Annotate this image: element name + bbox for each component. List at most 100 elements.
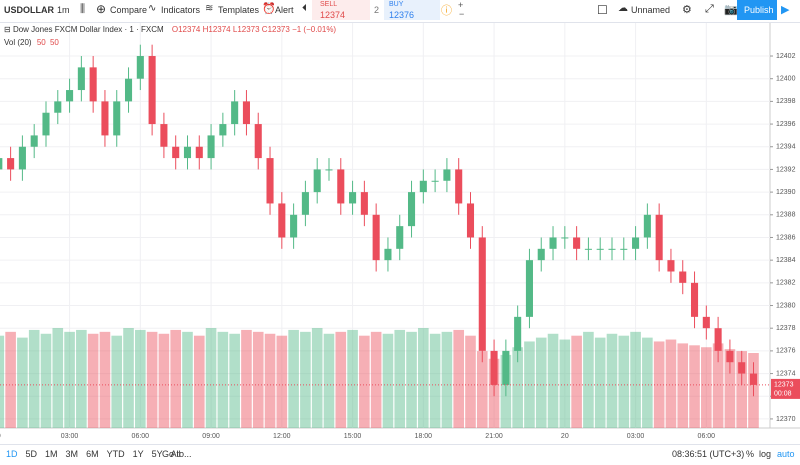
candle-body (242, 101, 250, 125)
interval[interactable]: 1m (57, 5, 70, 15)
layout-name[interactable]: Unnamed (631, 5, 671, 15)
candle-body (18, 146, 26, 170)
templates-icon: ≋ (205, 3, 214, 14)
symbol[interactable]: USDOLLAR (4, 5, 54, 15)
candle-body (749, 373, 758, 385)
buy-button[interactable]: BUY 12376 (384, 0, 440, 20)
square-icon[interactable]: ☐ (597, 3, 608, 17)
volume-bar (5, 331, 16, 428)
volume-bar (252, 331, 264, 428)
vol-a: 50 (36, 38, 46, 47)
log[interactable]: log (759, 449, 772, 459)
candle-body (183, 146, 192, 159)
volume-bar (123, 328, 134, 428)
y-tick-label: 12376 (776, 348, 796, 355)
auto[interactable]: auto (777, 449, 795, 459)
y-tick-label: 12374 (776, 370, 796, 377)
period-button[interactable]: 1D (6, 449, 18, 459)
volume-bar (689, 345, 700, 428)
candle-body (502, 350, 510, 385)
volume-bar (382, 333, 394, 428)
period-button[interactable]: YTD (106, 449, 125, 459)
volume-bar (394, 329, 406, 428)
candle-body (419, 180, 427, 193)
period-button[interactable]: All (170, 449, 181, 459)
replay-icon[interactable]: ⏴ (302, 3, 307, 14)
collapse-icon[interactable]: ⊟ (4, 25, 13, 34)
candle-body (372, 214, 380, 261)
candle-body (655, 214, 663, 261)
goto[interactable]: Go to... (162, 449, 192, 459)
last-price-box (771, 378, 800, 399)
volume-bar (217, 331, 229, 428)
settings-icon[interactable]: ⚙ (682, 4, 692, 16)
sell-price: 12374 (320, 10, 346, 20)
x-tick-label: 15:00 (344, 433, 362, 440)
snapshot-icon[interactable]: 📷 (724, 4, 738, 16)
volume-bar (76, 329, 87, 428)
sell-button[interactable]: SELL 12374 (312, 0, 370, 20)
compare[interactable]: Compare (110, 5, 148, 15)
candle-body (714, 328, 722, 351)
candle-body (643, 214, 651, 238)
volume-bar (736, 351, 748, 428)
candle-body (0, 158, 3, 170)
period-button[interactable]: 6M (86, 449, 99, 459)
candle-body (726, 350, 734, 363)
volume-bar (241, 329, 252, 428)
y-tick-label: 12388 (776, 212, 796, 219)
volume-bar (288, 329, 299, 428)
publish-button[interactable]: Publish (737, 0, 777, 20)
play-icon[interactable]: ▶ (781, 4, 790, 16)
period-button[interactable]: 5Y (151, 449, 163, 459)
volume-bar (465, 335, 476, 428)
candle-body (537, 248, 545, 261)
candle-body (160, 124, 168, 147)
y-tick-label: 12384 (776, 257, 796, 264)
last-time-label: 00:08 (774, 391, 792, 398)
period-button[interactable]: 1Y (132, 449, 144, 459)
l-value: 12373 (237, 25, 260, 34)
y-tick-label: 12392 (776, 166, 796, 173)
x-tick-label: 21:00 (485, 433, 503, 440)
candle-body (702, 316, 710, 329)
y-tick-label: 12390 (776, 189, 796, 196)
candle-body (738, 362, 746, 374)
volume-bar (512, 347, 523, 428)
period-button[interactable]: 5D (25, 449, 38, 459)
percent[interactable]: % (746, 449, 755, 459)
volume-bar (701, 347, 712, 428)
volume-bar (170, 329, 182, 428)
volume-bar (642, 337, 653, 428)
candle-body (443, 169, 451, 181)
info-icon[interactable]: ⓘ (441, 5, 452, 17)
period-button[interactable]: 1M (45, 449, 58, 459)
volume-bar (418, 328, 429, 428)
candle-body (514, 316, 522, 351)
plus-icon[interactable]: + (458, 0, 464, 10)
o-label: O (171, 25, 179, 34)
c-value: 12373 (267, 25, 290, 34)
fullscreen-icon[interactable]: ⤢ (705, 3, 714, 15)
y-tick-label: 12398 (776, 98, 796, 105)
candle-body (42, 112, 50, 136)
candle-body (632, 237, 640, 249)
candle-body (608, 248, 616, 250)
bar-style-icon[interactable]: ⫼ (80, 3, 86, 15)
candle-body (195, 146, 203, 159)
x-tick-label: 09:00 (202, 433, 220, 440)
volume-bar (406, 331, 417, 428)
candle-body (573, 237, 581, 249)
period-button[interactable]: 3M (65, 449, 79, 459)
alert[interactable]: Alert (275, 5, 294, 15)
candle-body (266, 158, 274, 204)
templates[interactable]: Templates (218, 5, 260, 15)
volume-legend: Vol (20) 50 50 (4, 38, 59, 47)
candle-body (549, 237, 557, 249)
candle-body (584, 248, 592, 250)
candle-body (148, 56, 156, 125)
toolbar: USDOLLAR 1m ⫼ ⊕ Compare ∿ Indicators ≋ T… (0, 0, 800, 23)
indicators[interactable]: Indicators (161, 5, 201, 15)
spread: 2 (374, 5, 380, 15)
minus-icon[interactable]: − (459, 9, 465, 19)
